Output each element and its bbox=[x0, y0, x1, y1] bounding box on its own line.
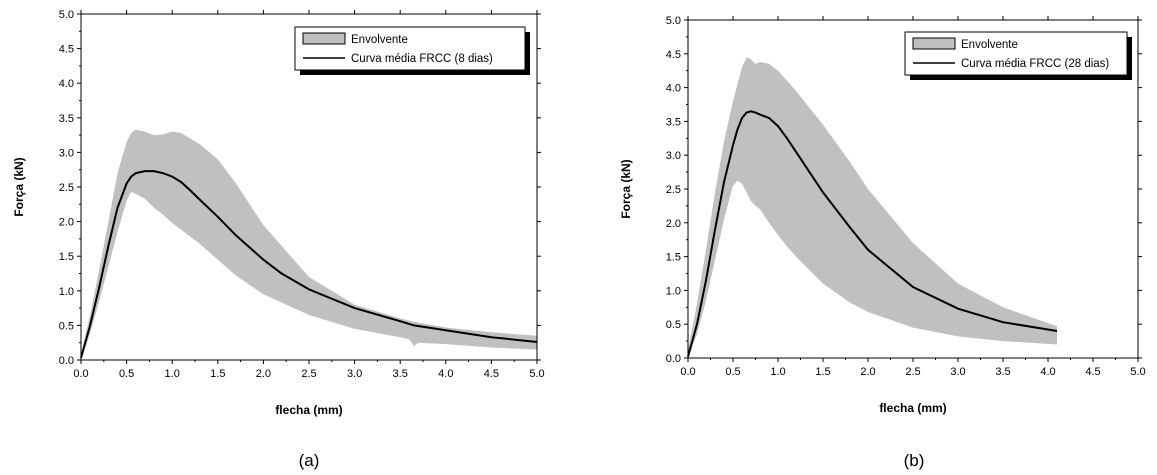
y-axis-title: Força (kN) bbox=[619, 159, 633, 218]
y-tick-label: 4.5 bbox=[666, 49, 681, 61]
envelope-band bbox=[81, 129, 537, 360]
x-axis-title: flecha (mm) bbox=[879, 401, 946, 415]
y-tick-label: 0.5 bbox=[666, 319, 681, 331]
x-tick-label: 2.0 bbox=[256, 368, 271, 380]
x-tick-label: 3.5 bbox=[393, 368, 408, 380]
y-tick-label: 3.5 bbox=[59, 113, 74, 125]
x-tick-label: 5.0 bbox=[1130, 366, 1145, 378]
y-tick-label: 2.0 bbox=[59, 217, 74, 229]
x-tick-label: 0.0 bbox=[680, 366, 695, 378]
x-tick-label: 0.0 bbox=[73, 368, 88, 380]
panel-caption: (b) bbox=[904, 451, 925, 470]
x-tick-label: 1.0 bbox=[770, 366, 785, 378]
legend-label-envelope: Envolvente bbox=[961, 39, 1018, 51]
y-tick-label: 4.0 bbox=[666, 83, 681, 95]
y-tick-label: 2.5 bbox=[59, 182, 74, 194]
legend-swatch-envelope bbox=[302, 32, 346, 45]
y-tick-label: 3.0 bbox=[666, 150, 681, 162]
x-tick-label: 1.0 bbox=[165, 368, 180, 380]
y-tick-label: 0.0 bbox=[666, 353, 681, 365]
chart-panel-a: 0.0 0.5 1.0 1.5 2.0 2.5 3.0 3.5 4.0 4.5 5.0 0.0 0.5 1… bbox=[12, 9, 545, 470]
x-tick-label: 2.5 bbox=[905, 366, 920, 378]
x-tick-label: 3.0 bbox=[347, 368, 362, 380]
panel-caption: (a) bbox=[299, 451, 320, 470]
y-tick-label: 4.0 bbox=[59, 78, 74, 90]
x-tick-label: 4.5 bbox=[1085, 366, 1100, 378]
mean-curve-line bbox=[687, 110, 1058, 357]
y-tick-label: 2.0 bbox=[666, 218, 681, 230]
y-tick-label: 3.0 bbox=[59, 147, 74, 159]
x-tick-label: 4.0 bbox=[438, 368, 453, 380]
envelope-band bbox=[688, 57, 1057, 358]
legend-swatch-envelope bbox=[912, 37, 956, 50]
y-tick-label: 5.0 bbox=[59, 9, 74, 21]
y-tick-label: 0.5 bbox=[59, 320, 74, 332]
legend-label-envelope: Envolvente bbox=[351, 34, 408, 46]
y-tick-label: 5.0 bbox=[666, 15, 681, 27]
y-tick-label: 0.0 bbox=[59, 355, 74, 367]
x-tick-label: 4.0 bbox=[1040, 366, 1055, 378]
y-tick-label: 3.5 bbox=[666, 116, 681, 128]
mean-curve-line bbox=[80, 170, 538, 359]
legend-label-mean: Curva média FRCC (8 dias) bbox=[351, 53, 493, 65]
y-tick-label: 1.0 bbox=[666, 285, 681, 297]
y-tick-label: 1.5 bbox=[666, 252, 681, 264]
x-tick-label: 4.5 bbox=[484, 368, 499, 380]
x-tick-label: 2.0 bbox=[860, 366, 875, 378]
x-tick-label: 0.5 bbox=[725, 366, 740, 378]
x-tick-label: 2.5 bbox=[301, 368, 316, 380]
x-tick-label: 1.5 bbox=[815, 366, 830, 378]
x-tick-label: 3.5 bbox=[995, 366, 1010, 378]
y-tick-label: 2.5 bbox=[666, 184, 681, 196]
chart-panel-b: 0.0 0.5 1.0 1.5 2.0 2.5 3.0 3.5 4.0 4.5 5.0 0.0 0.5 1… bbox=[619, 15, 1146, 470]
x-axis-title: flecha (mm) bbox=[275, 403, 342, 417]
y-tick-label: 1.0 bbox=[59, 286, 74, 298]
x-tick-label: 1.5 bbox=[210, 368, 225, 380]
x-tick-label: 3.0 bbox=[950, 366, 965, 378]
y-tick-label: 4.5 bbox=[59, 44, 74, 56]
y-tick-label: 1.5 bbox=[59, 251, 74, 263]
x-tick-label: 5.0 bbox=[529, 368, 544, 380]
legend-label-mean: Curva média FRCC (28 dias) bbox=[961, 58, 1109, 70]
x-tick-label: 0.5 bbox=[119, 368, 134, 380]
y-axis-title: Força (kN) bbox=[12, 157, 26, 216]
